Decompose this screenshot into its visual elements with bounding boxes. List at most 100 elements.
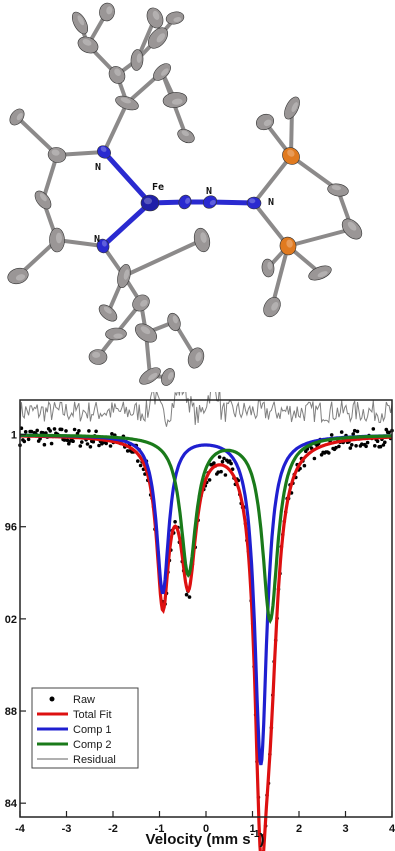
atom-carbon-u5: [165, 11, 185, 25]
label-fe: Fe: [152, 182, 164, 193]
label-n-upper: N: [95, 162, 101, 173]
raw-point: [229, 461, 233, 466]
bond-p1-c3: [289, 154, 340, 192]
raw-point: [48, 429, 52, 433]
atom-phosphorus-p2: [279, 236, 297, 256]
raw-point: [222, 456, 226, 461]
atom-carbon-u9: [153, 63, 171, 81]
raw-point: [312, 456, 317, 461]
raw-point: [62, 438, 67, 442]
series-total-fit: [20, 434, 393, 851]
legend-entry: Residual: [37, 754, 116, 766]
atom-carbon-bm1: [9, 108, 25, 126]
raw-point: [65, 438, 70, 443]
raw-point: [22, 439, 27, 444]
atom-carbon-u4: [148, 27, 168, 49]
raw-point: [138, 463, 143, 468]
raw-point: [41, 431, 45, 435]
atom-carbon-b2: [34, 190, 52, 210]
y-tick-label: 96: [5, 522, 17, 534]
legend: Raw Total Fit Comp 1 Comp 2 Residual: [31, 687, 139, 769]
bond-nt-p2: [252, 201, 290, 248]
atom-carbon-u8: [99, 2, 115, 22]
axes-layer: -4 -3 -2 -1 0 1 2 3 4 1 96 02 88 84: [5, 399, 395, 835]
atom-carbon-l9: [98, 304, 118, 322]
raw-point: [80, 440, 84, 444]
atom-carbon-c2: [255, 113, 275, 131]
atom-carbon-u1: [115, 95, 139, 111]
legend-entry: Total Fit: [37, 709, 112, 721]
legend-entry: Raw: [49, 694, 95, 706]
atom-carbon-c6: [263, 296, 281, 318]
atom-carbon-l5: [167, 312, 181, 332]
raw-point: [217, 455, 222, 459]
bond-p2-c6: [270, 244, 290, 309]
raw-point: [375, 439, 380, 443]
legend-label: Residual: [73, 754, 116, 766]
atom-carbon-l10: [193, 227, 211, 253]
raw-point: [302, 463, 307, 468]
y-tick-label: 02: [5, 614, 17, 626]
x-axis-title-close: ): [259, 831, 264, 848]
bond-b1-b2: [41, 153, 59, 202]
atom-carbon-u10: [162, 92, 188, 108]
atom-carbon-l2: [132, 294, 150, 312]
raw-point: [216, 470, 220, 474]
residual-layer: [19, 392, 393, 427]
mossbauer-spectrum: -4 -3 -2 -1 0 1 2 3 4 1 96 02 88 84 Raw Total Fit Comp …: [5, 392, 395, 851]
raw-point: [42, 442, 47, 447]
x-tick-label: -2: [108, 823, 118, 835]
raw-data-layer: [18, 426, 394, 837]
y-tick-label: 88: [5, 706, 17, 718]
label-n-terminal: N: [268, 197, 274, 208]
raw-point: [64, 429, 68, 433]
atom-carbon-b1: [47, 147, 67, 163]
raw-point: [88, 445, 93, 449]
raw-point: [364, 444, 368, 449]
x-axis-title-sup: -1: [251, 829, 260, 840]
atom-iron-fe: [140, 194, 160, 212]
raw-point: [354, 444, 358, 448]
raw-point: [219, 469, 223, 474]
x-tick-label: 1: [249, 823, 255, 835]
atom-nitrogen-n1: [97, 145, 111, 159]
x-tick-label: -1: [155, 823, 165, 835]
raw-point: [184, 592, 189, 597]
legend-label: Total Fit: [73, 709, 112, 721]
raw-point: [187, 595, 192, 599]
raw-point: [351, 432, 356, 436]
raw-point: [365, 440, 370, 445]
raw-point: [52, 427, 57, 431]
atom-carbon-c5: [261, 258, 275, 278]
atom-carbon-c4: [341, 218, 363, 240]
legend-label: Comp 1: [73, 724, 112, 736]
raw-point: [67, 441, 71, 446]
atom-carbon-u7: [71, 11, 89, 35]
molecular-structure: N N Fe N N: [7, 2, 363, 386]
fit-layer: [20, 433, 393, 851]
x-tick-label: 3: [342, 823, 348, 835]
raw-point: [207, 478, 212, 482]
bond-fe-n2: [100, 200, 153, 249]
raw-point: [91, 439, 96, 444]
raw-point: [212, 461, 216, 465]
raw-point: [373, 444, 377, 448]
x-tick-label: -3: [62, 823, 72, 835]
atom-nitrogen-nb1: [178, 194, 192, 210]
bond-nb2-nt: [207, 199, 257, 206]
legend-label: Comp 2: [73, 739, 112, 751]
raw-point: [77, 429, 81, 433]
raw-point: [387, 430, 391, 435]
raw-point: [26, 437, 31, 442]
raw-point: [71, 439, 75, 443]
legend-swatch-dot: [49, 696, 55, 702]
atom-carbon-c1: [284, 96, 300, 120]
series-comp-2: [20, 433, 392, 625]
raw-point: [78, 444, 83, 448]
series-residual: [19, 392, 393, 427]
raw-point: [85, 442, 90, 446]
raw-point: [350, 443, 354, 447]
raw-point: [371, 427, 376, 431]
legend-label: Raw: [73, 694, 95, 706]
raw-point: [339, 430, 344, 434]
